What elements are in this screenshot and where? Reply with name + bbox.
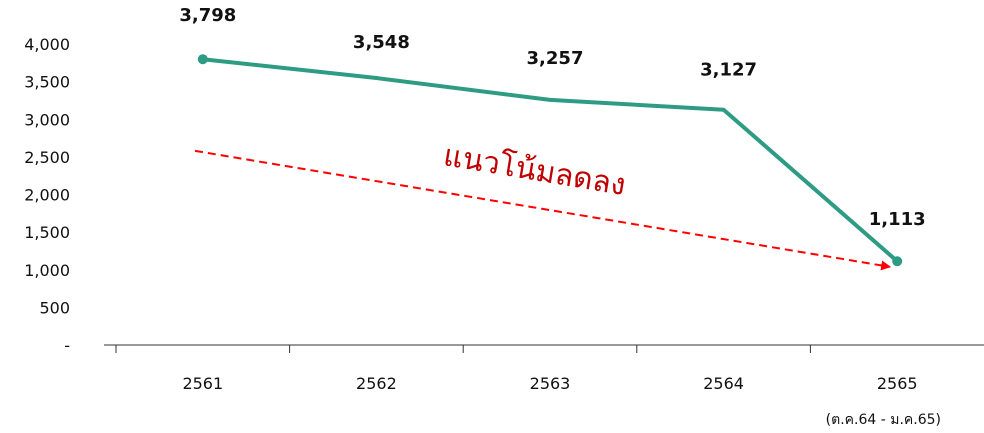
data-label: 3,127: [700, 60, 757, 81]
y-tick-label: 3,500: [24, 73, 70, 92]
x-tick-label: 2561: [182, 374, 223, 393]
period-note: (ต.ค.64 - ม.ค.65): [826, 412, 941, 428]
x-tick-label: 2564: [703, 374, 744, 393]
y-tick-label: 500: [39, 298, 70, 317]
series-line: [200, 57, 900, 264]
trend-label: แนวโน้มลดลง: [441, 137, 628, 203]
y-tick-label: 3,000: [24, 110, 70, 129]
data-label: 3,548: [353, 32, 410, 53]
data-labels: 3,798 3,548 3,257 3,127 1,113: [179, 5, 925, 230]
series-group: [197, 54, 903, 267]
y-tick-label: 4,000: [24, 35, 70, 54]
y-tick-label: -: [64, 336, 70, 355]
x-tick-label: 2562: [356, 374, 397, 393]
data-label: 1,113: [869, 209, 926, 230]
x-axis-ticks: 2561 2562 2563 2564 2565: [182, 374, 917, 393]
data-label: 3,257: [527, 48, 584, 69]
y-axis-ticks: - 500 1,000 1,500 2,000 2,500 3,000 3,500 4,000: [24, 35, 70, 355]
data-label: 3,798: [179, 5, 236, 26]
axes: [104, 344, 984, 353]
x-tick-label: 2563: [530, 374, 571, 393]
y-tick-label: 1,000: [24, 261, 70, 280]
data-point: [197, 54, 208, 65]
x-tick-label: 2565: [877, 374, 918, 393]
y-tick-label: 2,500: [24, 148, 70, 167]
data-point: [892, 256, 903, 267]
trend-annotation: แนวโน้มลดลง: [194, 137, 892, 271]
trend-arrow: [194, 149, 892, 271]
y-tick-label: 2,000: [24, 186, 70, 205]
y-tick-label: 1,500: [24, 223, 70, 242]
